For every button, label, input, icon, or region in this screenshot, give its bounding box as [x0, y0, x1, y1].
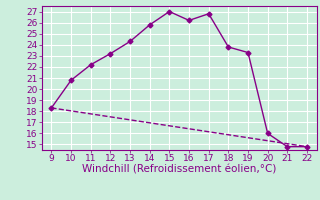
X-axis label: Windchill (Refroidissement éolien,°C): Windchill (Refroidissement éolien,°C)	[82, 165, 276, 175]
